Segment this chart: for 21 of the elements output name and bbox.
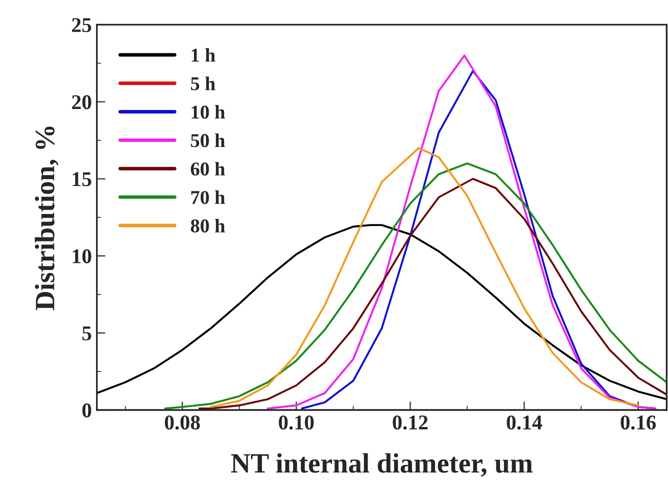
y-tick-label: 10 — [72, 249, 92, 264]
y-tick-label: 20 — [72, 95, 92, 110]
y-axis-title: Distribution, % — [34, 126, 58, 310]
x-tick-label: 0.10 — [278, 415, 314, 430]
x-tick-label: 0.08 — [164, 415, 200, 430]
y-tick-label: 15 — [72, 172, 92, 186]
x-tick-label: 0.14 — [506, 415, 542, 430]
legend-label: 10 h — [192, 105, 226, 119]
y-tick-label: 0 — [82, 403, 92, 418]
legend-label: 50 h — [190, 133, 226, 148]
line-series — [210, 147, 640, 408]
legend-label: 80 h — [190, 218, 226, 233]
x-tick-label: 0.16 — [620, 415, 656, 430]
legend-label: 60 h — [190, 162, 226, 176]
x-tick-label: 0.12 — [392, 415, 428, 430]
y-tick-label: 5 — [82, 326, 92, 340]
legend-label: 1 h — [192, 48, 216, 62]
legend-label: 70 h — [191, 190, 226, 204]
legend-label: 5 h — [190, 76, 216, 90]
y-tick-label: 25 — [72, 18, 92, 32]
x-axis-title: NT internal diameter, um — [231, 453, 533, 477]
